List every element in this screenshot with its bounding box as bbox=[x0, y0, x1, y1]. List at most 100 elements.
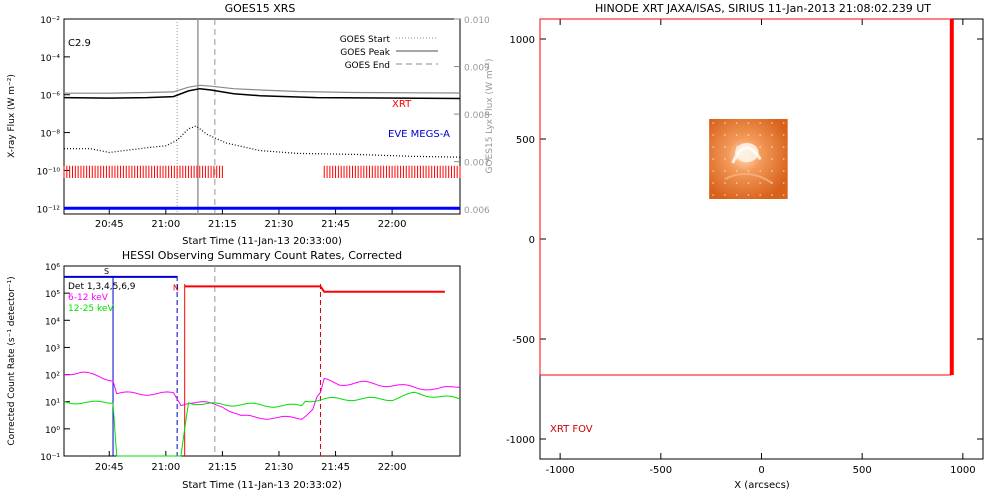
xrt-ytick-label: 1000 bbox=[510, 35, 535, 46]
legend-12-25: 12-25 keV bbox=[68, 304, 114, 314]
hessi-ytick-label: 10⁵ bbox=[45, 290, 60, 300]
xrt-grid-dot bbox=[759, 134, 761, 136]
hessi-ytick-label: 10² bbox=[45, 372, 60, 382]
hessi-marks: 20:45 21:00 21:15 21:30 21:45 22:00 10⁶ 10⁵ 10⁴ 1… bbox=[40, 263, 461, 473]
xrt-grid-dot bbox=[735, 158, 738, 160]
goes-legend-label: GOES Peak bbox=[340, 48, 390, 58]
xrt-coverage-1 bbox=[323, 165, 461, 179]
xrt-grid-dot bbox=[735, 134, 738, 136]
goes-y2tick-label: 0.008 bbox=[464, 111, 490, 121]
goes-xtick-label: 20:45 bbox=[95, 219, 124, 230]
hessi-xtick-label: 21:00 bbox=[151, 462, 180, 473]
hessi-xlabel: Start Time (11-Jan-13 20:33:02) bbox=[182, 480, 342, 491]
xrt-grid-dot bbox=[735, 122, 738, 124]
hessi-plot-frame bbox=[63, 265, 461, 457]
xrt-grid-dot bbox=[747, 122, 750, 124]
xrt-grid-dot bbox=[782, 158, 785, 160]
xrt-label: XRT bbox=[392, 99, 412, 110]
xrt-grid-dot bbox=[712, 158, 714, 160]
xrt-xtick-label: -1000 bbox=[546, 465, 575, 476]
xrt-xtick-label: 500 bbox=[853, 465, 872, 476]
hessi-ytick-label: 10⁶ bbox=[45, 263, 60, 273]
xrt-ytick-label: -1000 bbox=[506, 435, 535, 446]
xrt-grid-dot bbox=[712, 170, 714, 172]
xrt-grid-dot bbox=[782, 146, 785, 148]
xrt-grid-dot bbox=[771, 146, 773, 148]
xrt-grid-dot bbox=[759, 194, 761, 196]
goes-y2label: GOES15 Lyx Flux (W m⁻²) bbox=[485, 59, 495, 174]
goes-ytick-label: 10⁻¹² bbox=[37, 205, 61, 215]
hessi-ytick-label: 10⁴ bbox=[45, 317, 60, 327]
legend-det: Det 1,3,4,5,6,9 bbox=[68, 282, 136, 292]
xrt-grid-dot bbox=[771, 194, 773, 196]
goes-ytick-label: 10⁻² bbox=[40, 16, 60, 26]
goes-title: GOES15 XRS bbox=[225, 2, 296, 15]
xrt-grid-dot bbox=[759, 122, 761, 124]
hessi-s-marker: S bbox=[104, 267, 109, 276]
xrt-grid-dot bbox=[771, 158, 773, 160]
hessi-12-25-kev-line bbox=[63, 391, 461, 457]
goes-ytick-label: 10⁻¹⁰ bbox=[37, 167, 61, 177]
xrt-grid-dot bbox=[724, 158, 726, 160]
xrt-grid-dot bbox=[735, 170, 738, 172]
xrt-grid-dot bbox=[771, 170, 773, 172]
goes-xtick-label: 21:45 bbox=[321, 219, 350, 230]
hessi-ytick-label: 10⁻¹ bbox=[40, 453, 60, 463]
xrt-ytick-label: 500 bbox=[516, 135, 535, 146]
xrt-grid-dot bbox=[735, 182, 738, 184]
xrt-grid-dot bbox=[712, 146, 714, 148]
eve-label: EVE MEGS-A bbox=[388, 129, 450, 140]
goes-legend-label: GOES Start bbox=[340, 35, 391, 45]
xrt-grid-dot bbox=[759, 170, 761, 172]
xrt-fov-label: XRT FOV bbox=[550, 424, 593, 435]
xrt-title: HINODE XRT JAXA/ISAS, SIRIUS 11-Jan-2013… bbox=[595, 2, 931, 15]
xrt-grid-dot bbox=[771, 182, 773, 184]
hessi-xtick-label: 22:00 bbox=[378, 462, 407, 473]
goes-ytick-label: 10⁻⁸ bbox=[40, 130, 60, 140]
goes-y2tick-label: 0.010 bbox=[464, 16, 490, 26]
xrt-grid-dot bbox=[724, 122, 726, 124]
xrt-grid-dot bbox=[771, 122, 773, 124]
hessi-xtick-label: 21:30 bbox=[265, 462, 294, 473]
xrt-grid-dot bbox=[712, 134, 714, 136]
xrt-grid-dot bbox=[712, 122, 714, 124]
goes-ytick-label: 10⁻⁶ bbox=[40, 92, 60, 102]
hessi-panel: HESSI Observing Summary Count Rates, Cor… bbox=[7, 249, 461, 491]
goes-xtick-label: 21:00 bbox=[151, 219, 180, 230]
xrt-grid-dot bbox=[782, 170, 785, 172]
hessi-ylabel: Corrected Count Rate (s⁻¹ detector⁻¹) bbox=[7, 276, 17, 445]
goes-xtick-label: 21:30 bbox=[265, 219, 294, 230]
xrt-grid-dot bbox=[724, 194, 726, 196]
hessi-xtick-label: 21:15 bbox=[208, 462, 237, 473]
xrt-loop bbox=[724, 172, 773, 184]
xrt-xtick-label: 0 bbox=[758, 465, 764, 476]
goes-panel: GOES15 XRS Start Time (11-Jan-13 20:33:0… bbox=[7, 2, 495, 247]
hessi-title: HESSI Observing Summary Count Rates, Cor… bbox=[122, 249, 402, 262]
goes-flux-line bbox=[63, 87, 461, 100]
xrt-grid-dot bbox=[782, 134, 785, 136]
goes-legend-label: GOES End bbox=[345, 61, 390, 71]
xrt-grid-dot bbox=[759, 146, 761, 148]
hessi-n-marker: N bbox=[173, 283, 179, 292]
xrt-plot-frame bbox=[539, 18, 984, 460]
goes-y2tick-label: 0.009 bbox=[464, 64, 490, 74]
legend-6-12: 6-12 keV bbox=[68, 293, 109, 303]
xrt-grid-dot bbox=[747, 182, 750, 184]
goes-long-channel bbox=[64, 84, 461, 94]
xrt-grid-dot bbox=[724, 170, 726, 172]
hessi-xtick-label: 21:45 bbox=[321, 462, 350, 473]
xrt-grid-dot bbox=[759, 182, 761, 184]
xrt-grid-dot bbox=[712, 194, 714, 196]
xrt-xtick-label: -500 bbox=[649, 465, 672, 476]
goes-plot-frame bbox=[63, 18, 461, 215]
xrt-grid-dot bbox=[771, 134, 773, 136]
xrt-grid-dot bbox=[747, 158, 750, 160]
flare-class-label: C2.9 bbox=[68, 38, 91, 49]
xrt-grid-dot bbox=[747, 134, 750, 136]
xrt-grid-dot bbox=[782, 182, 785, 184]
xrt-grid-dot bbox=[747, 170, 750, 172]
hessi-ytick-label: 10³ bbox=[45, 344, 60, 354]
xrt-coverage-0 bbox=[63, 165, 223, 179]
goes-marks: 20:45 21:00 21:15 21:30 21:45 22:00 10⁻² 10⁻⁴ 10… bbox=[37, 16, 490, 230]
